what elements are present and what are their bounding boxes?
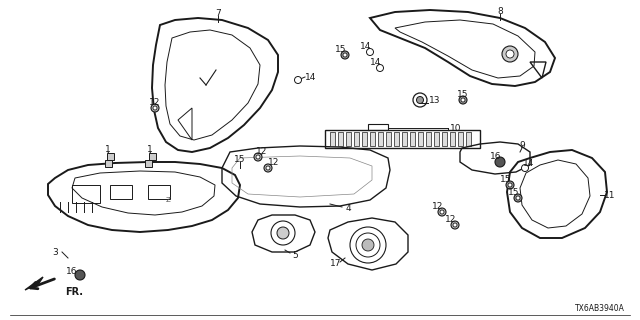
Text: 12: 12 — [256, 147, 268, 156]
Text: 15: 15 — [508, 188, 520, 196]
Polygon shape — [386, 132, 391, 146]
Text: Z: Z — [166, 197, 170, 203]
Text: 9: 9 — [519, 140, 525, 149]
Circle shape — [362, 239, 374, 251]
Circle shape — [264, 164, 272, 172]
Circle shape — [495, 157, 505, 167]
Text: 14: 14 — [371, 58, 381, 67]
Text: FR.: FR. — [65, 287, 83, 297]
Circle shape — [376, 65, 383, 71]
Circle shape — [506, 181, 514, 189]
Text: 1: 1 — [105, 145, 111, 154]
Text: 3: 3 — [52, 247, 58, 257]
Polygon shape — [410, 132, 415, 146]
Polygon shape — [458, 132, 463, 146]
Circle shape — [459, 96, 467, 104]
Polygon shape — [330, 132, 335, 146]
Text: 11: 11 — [604, 190, 616, 199]
Circle shape — [461, 98, 465, 102]
Circle shape — [417, 97, 424, 103]
Polygon shape — [25, 277, 43, 290]
Circle shape — [151, 104, 159, 112]
Text: 15: 15 — [457, 90, 468, 99]
Text: 16: 16 — [490, 151, 502, 161]
Text: 5: 5 — [292, 251, 298, 260]
Text: 14: 14 — [360, 42, 372, 51]
Circle shape — [514, 194, 522, 202]
Text: TX6AB3940A: TX6AB3940A — [575, 304, 625, 313]
Polygon shape — [394, 132, 399, 146]
Polygon shape — [442, 132, 447, 146]
Polygon shape — [338, 132, 343, 146]
Polygon shape — [362, 132, 367, 146]
Text: 15: 15 — [234, 155, 246, 164]
Circle shape — [506, 50, 514, 58]
Polygon shape — [346, 132, 351, 146]
Circle shape — [341, 51, 349, 59]
Polygon shape — [402, 132, 407, 146]
Circle shape — [438, 208, 446, 216]
Bar — [104, 159, 111, 166]
Circle shape — [153, 106, 157, 110]
Bar — [72, 185, 100, 203]
Text: 17: 17 — [330, 260, 342, 268]
Bar — [106, 153, 113, 159]
Polygon shape — [466, 132, 471, 146]
Polygon shape — [426, 132, 431, 146]
Circle shape — [367, 49, 374, 55]
Text: 13: 13 — [429, 95, 441, 105]
Circle shape — [516, 196, 520, 200]
Bar — [148, 185, 170, 199]
Polygon shape — [418, 132, 423, 146]
Circle shape — [75, 270, 85, 280]
Circle shape — [294, 76, 301, 84]
Circle shape — [266, 166, 270, 170]
Text: 15: 15 — [335, 44, 347, 53]
Bar — [145, 159, 152, 166]
Circle shape — [343, 53, 347, 57]
Circle shape — [502, 46, 518, 62]
Text: 7: 7 — [215, 9, 221, 18]
Text: 12: 12 — [149, 98, 161, 107]
Circle shape — [256, 155, 260, 159]
Text: 10: 10 — [451, 124, 461, 132]
Text: 12: 12 — [432, 202, 444, 211]
Circle shape — [440, 210, 444, 214]
Circle shape — [254, 153, 262, 161]
Text: 16: 16 — [67, 268, 77, 276]
Bar — [148, 153, 156, 159]
Bar — [110, 185, 132, 199]
Polygon shape — [434, 132, 439, 146]
Text: 12: 12 — [268, 157, 280, 166]
Polygon shape — [450, 132, 455, 146]
Circle shape — [277, 227, 289, 239]
Text: 14: 14 — [524, 158, 534, 167]
Circle shape — [522, 164, 529, 172]
Text: 15: 15 — [500, 174, 512, 183]
Polygon shape — [354, 132, 359, 146]
Text: 1: 1 — [147, 145, 153, 154]
Circle shape — [508, 183, 512, 187]
Text: 14: 14 — [305, 73, 317, 82]
Text: 12: 12 — [445, 214, 457, 223]
Circle shape — [453, 223, 457, 227]
Circle shape — [451, 221, 459, 229]
Polygon shape — [378, 132, 383, 146]
Text: 4: 4 — [345, 204, 351, 212]
Text: 8: 8 — [497, 6, 503, 15]
Polygon shape — [370, 132, 375, 146]
